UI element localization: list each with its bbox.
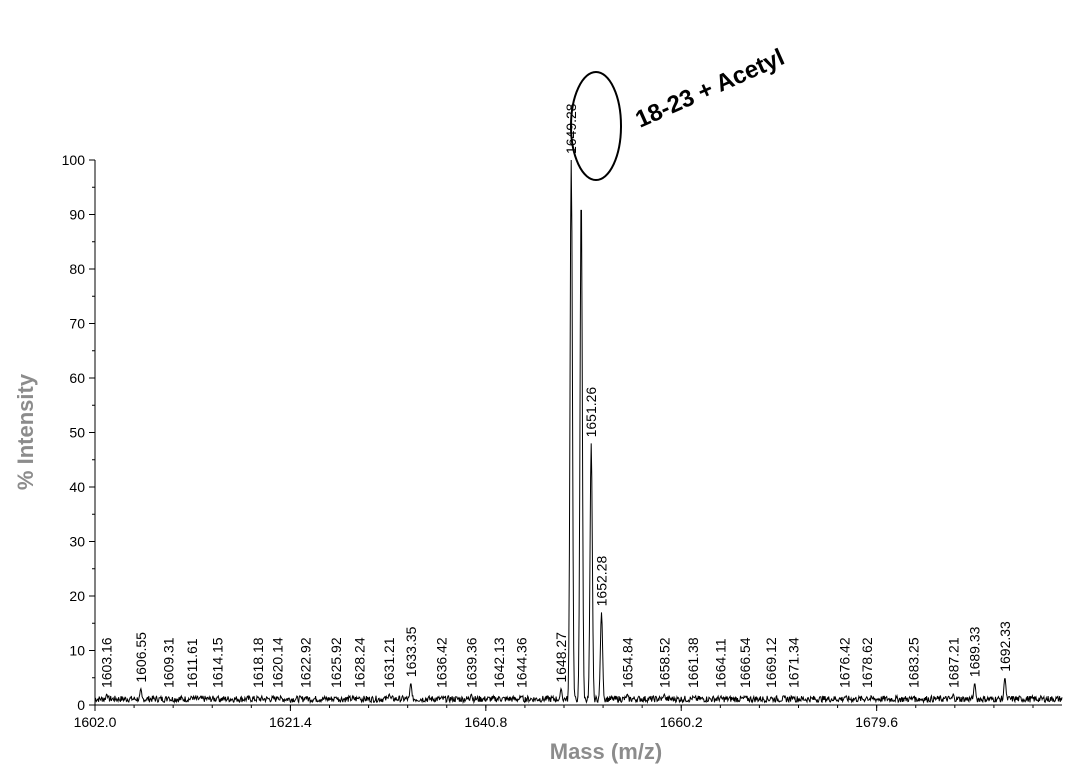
x-tick-label: 1679.6 (855, 714, 898, 730)
peak-label: 1666.54 (737, 637, 753, 688)
peak-label: 1614.15 (209, 637, 225, 688)
peak-label: 1606.55 (133, 632, 149, 683)
y-tick-label: 60 (69, 370, 85, 386)
x-tick-label: 1660.2 (660, 714, 703, 730)
peak-label: 1678.62 (859, 637, 875, 688)
y-tick-label: 40 (69, 479, 85, 495)
peak-label: 1689.33 (967, 626, 983, 677)
y-tick-label: 100 (62, 152, 86, 168)
y-tick-label: 70 (69, 316, 85, 332)
peak-labels: 1603.16 1606.55 1609.31 1611.61 1614.15 1618.… (99, 103, 1013, 688)
peak-label: 1628.24 (351, 637, 367, 688)
peak-label: 1669.12 (763, 637, 779, 688)
x-axis-ticks: 1602.0 1621.4 1640.8 1660.2 1679.6 (74, 705, 1034, 730)
peak-label: 1618.18 (250, 637, 266, 688)
peak-label: 1603.16 (99, 637, 115, 688)
y-tick-label: 50 (69, 425, 85, 441)
y-tick-label: 0 (77, 697, 85, 713)
peak-label: 1636.42 (434, 637, 450, 688)
y-tick-label: 20 (69, 588, 85, 604)
y-axis-title: % Intensity (13, 373, 38, 490)
peak-label: 1671.34 (785, 637, 801, 688)
x-axis-title: Mass (m/z) (550, 739, 662, 764)
peak-label: 1687.21 (945, 637, 961, 688)
peak-label: 1676.42 (837, 637, 853, 688)
x-tick-label: 1621.4 (269, 714, 312, 730)
spectrum-trace (94, 159, 1063, 705)
peak-label: 1642.13 (491, 637, 507, 688)
peak-label: 1631.21 (381, 637, 397, 688)
peak-label: 1692.33 (997, 621, 1013, 672)
annotation-text: 18-23 + Acetyl (631, 44, 788, 134)
highlight-ellipse (570, 71, 622, 181)
x-tick-label: 1602.0 (74, 714, 117, 730)
peak-label: 1658.52 (656, 637, 672, 688)
peak-label: 1661.38 (685, 637, 701, 688)
peak-label: 1609.31 (161, 637, 177, 688)
peak-label: 1633.35 (403, 626, 419, 677)
peak-label: 1620.14 (270, 637, 286, 688)
y-axis-ticks: 0 10 20 30 40 50 60 70 80 90 100 (62, 152, 95, 713)
y-tick-label: 10 (69, 643, 85, 659)
peak-label: 1611.61 (184, 638, 200, 688)
peak-label: 1664.11 (713, 638, 729, 688)
y-tick-label: 30 (69, 534, 85, 550)
x-tick-label: 1640.8 (464, 714, 507, 730)
peak-label: 1651.26 (583, 387, 599, 438)
peak-label: 1625.92 (328, 637, 344, 688)
peak-label: 1648.27 (553, 632, 569, 683)
peak-label: 1644.36 (514, 637, 530, 688)
peak-label: 1652.28 (593, 556, 609, 607)
peak-label: 1654.84 (619, 637, 635, 688)
peak-label: 1683.25 (905, 637, 921, 688)
y-tick-label: 80 (69, 261, 85, 277)
peak-label: 1622.92 (298, 637, 314, 688)
peak-label: 1639.36 (463, 637, 479, 688)
y-tick-label: 90 (69, 207, 85, 223)
